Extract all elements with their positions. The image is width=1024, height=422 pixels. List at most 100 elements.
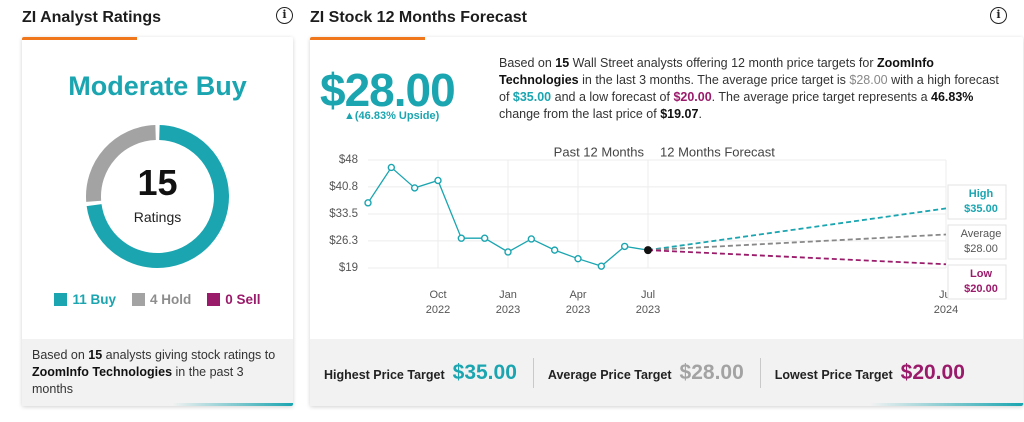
analyst-ratings-card: Moderate Buy 15 Ratings 11 Buy 4 Hold 0 … bbox=[22, 37, 293, 406]
footer-company-link[interactable]: ZoomInfo Technologies bbox=[32, 365, 173, 379]
x-tick-year: 2023 bbox=[636, 304, 660, 316]
y-tick-label: $33.5 bbox=[329, 208, 358, 220]
donut-buy-segment bbox=[86, 125, 229, 268]
desc-text: change from the last price of bbox=[499, 107, 661, 121]
price-forecast-chart: Past 12 Months 12 Months Forecast $48 $40.8… bbox=[329, 147, 1007, 316]
legend-buy-label: 11 Buy bbox=[72, 292, 116, 307]
x-tick-year: 2023 bbox=[496, 304, 520, 316]
forecast-box-high bbox=[947, 184, 1007, 220]
desc-average: $28.00 bbox=[849, 73, 888, 87]
forecast-title: ZI Stock 12 Months Forecast bbox=[310, 9, 527, 26]
ratings-donut-chart bbox=[86, 125, 229, 268]
legend-sell-label: 0 Sell bbox=[225, 292, 261, 307]
desc-change-percent: 46.83% bbox=[931, 90, 974, 104]
history-price-point bbox=[410, 184, 419, 192]
info-icon[interactable]: i bbox=[276, 7, 293, 24]
info-icon[interactable]: i bbox=[990, 7, 1007, 24]
forecast-box-low bbox=[947, 264, 1007, 300]
hold-swatch bbox=[131, 293, 145, 306]
history-price-point bbox=[457, 234, 466, 242]
history-price-point bbox=[364, 199, 372, 207]
forecast-line-average bbox=[647, 233, 947, 252]
card-bottom-accent bbox=[870, 403, 1023, 406]
legend-hold-label: 4 Hold bbox=[149, 292, 192, 307]
desc-text: and a low forecast of bbox=[551, 90, 674, 104]
history-price-point bbox=[620, 242, 629, 251]
average-target-value: $28.00 bbox=[679, 360, 744, 384]
forecast-description: Based on 15 Wall Street analysts offerin… bbox=[499, 55, 1009, 123]
history-price-point bbox=[504, 248, 512, 256]
history-price-point bbox=[480, 234, 489, 242]
forecast-label-name: High bbox=[969, 188, 994, 200]
upside-percent: ▲(46.83% Upside) bbox=[344, 110, 440, 122]
card-top-accent bbox=[22, 37, 137, 40]
x-tick-year: 2024 bbox=[934, 304, 958, 316]
lowest-target-label: Lowest Price Target bbox=[774, 367, 893, 382]
ratings-total-label: Ratings bbox=[133, 209, 182, 225]
history-price-point bbox=[387, 163, 396, 172]
ratings-footer-text: Based on 15 analysts giving stock rating… bbox=[22, 339, 293, 406]
forecast-label-name: Low bbox=[970, 268, 992, 280]
price-target-footer: Highest Price Target $35.00 Average Pric… bbox=[310, 339, 1023, 406]
desc-text: Wall Street analysts offering 12 month p… bbox=[569, 56, 877, 70]
chart-header-past: Past 12 Months bbox=[554, 147, 645, 159]
x-tick-month: Oct bbox=[429, 289, 446, 301]
card-bottom-accent bbox=[172, 403, 293, 406]
y-tick-label: $26.3 bbox=[329, 235, 358, 247]
history-price-point bbox=[574, 254, 582, 263]
footer-text: analysts giving stock ratings to bbox=[102, 348, 276, 362]
highest-price-target: Highest Price Target $35.00 bbox=[310, 361, 517, 385]
x-tick-month: Jul bbox=[641, 289, 655, 301]
forecast-label-value: $28.00 bbox=[964, 243, 998, 255]
forecast-label-name: Average bbox=[961, 228, 1002, 240]
history-price-point bbox=[527, 235, 536, 243]
current-price-point bbox=[644, 246, 652, 255]
desc-text: . bbox=[698, 107, 702, 121]
ratings-donut: 15 Ratings bbox=[85, 124, 230, 269]
legend-hold: 4 Hold bbox=[131, 292, 192, 307]
chart-header-forecast: 12 Months Forecast bbox=[660, 147, 775, 159]
donut-hold-segment bbox=[86, 125, 157, 202]
divider bbox=[532, 357, 534, 388]
analyst-ratings-title: ZI Analyst Ratings bbox=[22, 9, 161, 26]
highest-target-value: $35.00 bbox=[452, 360, 517, 384]
y-tick-label: $48 bbox=[339, 154, 358, 166]
lowest-target-value: $20.00 bbox=[900, 360, 965, 384]
forecast-card: $28.00 ▲(46.83% Upside) Based on 15 Wall… bbox=[310, 37, 1023, 406]
buy-swatch bbox=[54, 293, 68, 306]
desc-last-price: $19.07 bbox=[660, 107, 699, 121]
lowest-price-target: Lowest Price Target $20.00 bbox=[761, 361, 965, 385]
ratings-legend: 11 Buy 4 Hold 0 Sell bbox=[22, 292, 293, 307]
desc-text: in the last 3 months. The average price … bbox=[578, 73, 850, 87]
desc-low: $20.00 bbox=[673, 90, 712, 104]
desc-text: with a high forecast of bbox=[499, 73, 999, 104]
highest-target-label: Highest Price Target bbox=[324, 367, 445, 382]
y-tick-label: $19 bbox=[339, 262, 358, 274]
legend-sell: 0 Sell bbox=[207, 292, 261, 307]
card-top-accent bbox=[310, 37, 425, 40]
footer-text: in the past 3 months bbox=[32, 365, 244, 396]
history-price-point bbox=[434, 176, 442, 185]
sell-swatch bbox=[207, 293, 221, 306]
average-price-target: $28.00 bbox=[320, 64, 456, 116]
average-price-target-footer: Average Price Target $28.00 bbox=[534, 361, 744, 385]
x-tick-year: 2023 bbox=[566, 304, 590, 316]
desc-company-link[interactable]: ZoomInfo Technologies bbox=[499, 56, 934, 87]
history-price-point bbox=[550, 246, 559, 254]
desc-high: $35.00 bbox=[512, 90, 552, 104]
forecast-label-value: $20.00 bbox=[964, 283, 998, 295]
desc-text: . The average price target represents a bbox=[711, 90, 932, 104]
forecast-label-value: $35.00 bbox=[964, 203, 998, 215]
ratings-total: 15 bbox=[137, 162, 178, 203]
history-price-point bbox=[597, 262, 606, 270]
consensus-rating: Moderate Buy bbox=[68, 71, 247, 101]
desc-text: Based on bbox=[499, 56, 556, 70]
divider bbox=[759, 357, 761, 388]
x-tick-year: 2022 bbox=[426, 304, 450, 316]
x-tick-month: Apr bbox=[569, 289, 586, 301]
desc-analyst-count: 15 bbox=[555, 56, 570, 70]
footer-analyst-count: 15 bbox=[88, 348, 103, 362]
legend-buy: 11 Buy bbox=[54, 292, 116, 307]
forecast-box-average bbox=[947, 224, 1007, 260]
y-tick-label: $40.8 bbox=[329, 181, 358, 193]
